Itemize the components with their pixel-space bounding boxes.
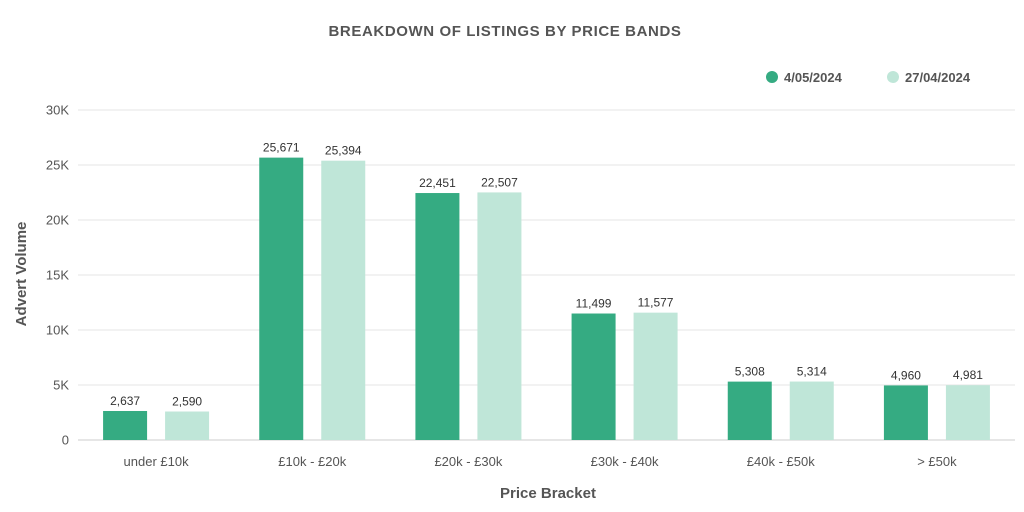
y-tick-label: 10K [46, 323, 69, 338]
y-tick-label: 15K [46, 268, 69, 283]
legend-item[interactable]: 4/05/2024 [766, 70, 843, 85]
y-tick-label: 20K [46, 213, 69, 228]
bar[interactable] [789, 381, 834, 440]
x-tick-label: under £10k [124, 454, 190, 469]
y-axis-ticks: 0 5K 10K 15K 20K 25K 30K [46, 103, 69, 448]
x-axis-ticks: under £10k £10k - £20k £20k - £30k £30k - £… [124, 454, 958, 469]
bar-value-label: 2,590 [172, 395, 202, 409]
bar-value-label: 11,577 [638, 296, 674, 310]
legend[interactable]: 4/05/2024 27/04/2024 [766, 70, 971, 85]
bar[interactable] [571, 313, 616, 440]
bar-value-label: 22,507 [481, 175, 518, 189]
legend-label: 27/04/2024 [905, 70, 971, 85]
bar[interactable] [259, 157, 304, 440]
bar[interactable] [727, 381, 772, 440]
data-labels: 2,637 2,590 25,671 25,394 22,451 22,507 11,499… [110, 141, 983, 409]
bar-value-label: 25,394 [325, 144, 362, 158]
bar[interactable] [883, 385, 928, 440]
legend-marker [766, 71, 778, 83]
x-tick-label: £10k - £20k [278, 454, 346, 469]
legend-item[interactable]: 27/04/2024 [887, 70, 971, 85]
bar[interactable] [103, 410, 148, 440]
y-tick-label: 25K [46, 158, 69, 173]
bar[interactable] [321, 160, 366, 440]
bar-value-label: 5,308 [735, 365, 765, 379]
chart-title: BREAKDOWN OF LISTINGS BY PRICE BANDS [328, 23, 681, 40]
bar[interactable] [415, 193, 460, 440]
bar[interactable] [477, 192, 522, 440]
y-tick-label: 5K [53, 378, 69, 393]
legend-marker [887, 71, 899, 83]
bar-value-label: 25,671 [263, 141, 300, 155]
x-tick-label: £40k - £50k [747, 454, 815, 469]
bar-value-label: 11,499 [576, 297, 612, 311]
x-tick-label: £30k - £40k [591, 454, 659, 469]
bars [103, 157, 990, 440]
bar-value-label: 4,960 [891, 368, 921, 382]
bar-value-label: 2,637 [110, 394, 140, 408]
bar[interactable] [945, 385, 990, 440]
y-tick-label: 30K [46, 103, 69, 118]
bar-value-label: 22,451 [419, 176, 456, 190]
grid-lines [78, 109, 1015, 441]
bar[interactable] [165, 411, 210, 440]
legend-label: 4/05/2024 [784, 70, 843, 85]
bar-value-label: 5,314 [797, 365, 827, 379]
x-tick-label: > £50k [917, 454, 957, 469]
bar[interactable] [633, 312, 678, 440]
y-tick-label: 0 [62, 433, 69, 448]
bar-value-label: 4,981 [953, 368, 983, 382]
x-tick-label: £20k - £30k [434, 454, 502, 469]
x-axis-title: Price Bracket [500, 485, 596, 502]
y-axis-title: Advert Volume [13, 222, 30, 327]
